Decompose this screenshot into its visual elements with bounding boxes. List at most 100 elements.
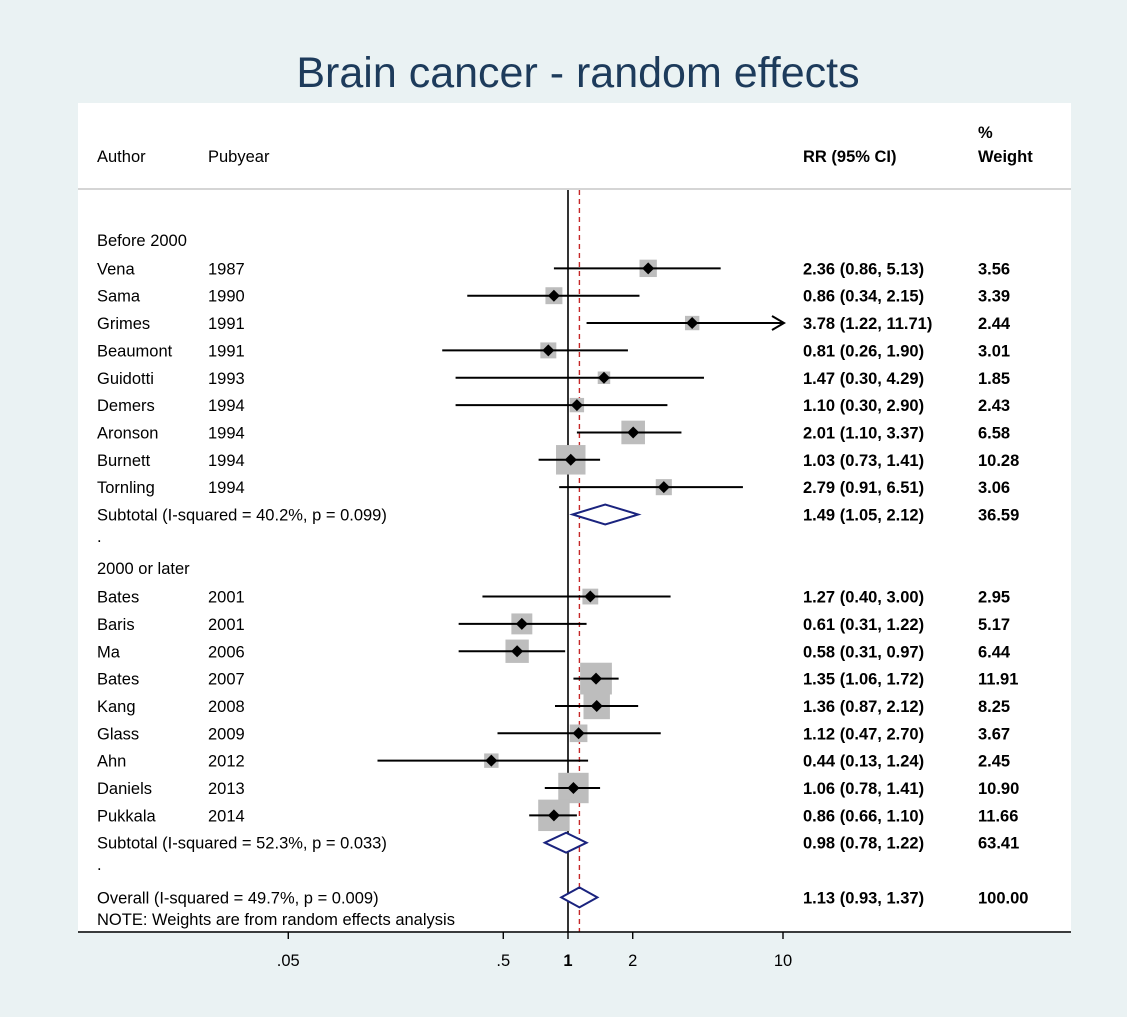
study-rr: 0.61 (0.31, 1.22) xyxy=(803,616,924,634)
study-rr: 0.44 (0.13, 1.24) xyxy=(803,753,924,771)
subtotal-label: Subtotal (I-squared = 40.2%, p = 0.099) xyxy=(97,507,387,525)
point-estimate xyxy=(511,645,524,658)
point-estimate xyxy=(657,481,670,494)
study-year: 1991 xyxy=(208,315,245,333)
study-weight: 3.06 xyxy=(978,479,1010,497)
study-weight: 2.44 xyxy=(978,315,1011,333)
study-rr: 1.12 (0.47, 2.70) xyxy=(803,725,924,743)
subtotal-weight: 36.59 xyxy=(978,507,1019,525)
study-year: 1993 xyxy=(208,370,245,388)
separator: . xyxy=(97,856,102,874)
x-tick-label: 10 xyxy=(774,952,792,970)
study-year: 2009 xyxy=(208,725,245,743)
study-author: Bates xyxy=(97,671,139,689)
header-weight: Weight xyxy=(978,148,1033,166)
study-rr: 0.86 (0.34, 2.15) xyxy=(803,288,924,306)
study-weight: 11.66 xyxy=(978,807,1018,825)
study-year: 2006 xyxy=(208,643,245,661)
study-rr: 1.03 (0.73, 1.41) xyxy=(803,452,924,470)
study-year: 2013 xyxy=(208,780,245,798)
study-author: Tornling xyxy=(97,479,155,497)
study-year: 1994 xyxy=(208,424,245,442)
study-rr: 1.06 (0.78, 1.41) xyxy=(803,780,924,798)
x-tick-label: .5 xyxy=(496,952,510,970)
study-year: 1994 xyxy=(208,397,245,415)
study-weight: 11.91 xyxy=(978,671,1018,689)
study-rr: 1.47 (0.30, 4.29) xyxy=(803,370,924,388)
header-author: Author xyxy=(97,148,146,166)
group-label: Before 2000 xyxy=(97,232,187,250)
point-estimate xyxy=(584,590,597,603)
point-estimate xyxy=(627,426,640,439)
subtotal-label: Subtotal (I-squared = 52.3%, p = 0.033) xyxy=(97,835,387,853)
study-weight: 1.85 xyxy=(978,370,1010,388)
study-author: Glass xyxy=(97,725,139,743)
study-weight: 2.43 xyxy=(978,397,1010,415)
study-author: Daniels xyxy=(97,780,152,798)
study-author: Kang xyxy=(97,698,136,716)
point-estimate xyxy=(542,344,555,357)
study-author: Ahn xyxy=(97,753,126,771)
overall-diamond xyxy=(559,886,600,909)
study-weight: 6.58 xyxy=(978,424,1010,442)
point-estimate xyxy=(572,727,585,740)
study-author: Sama xyxy=(97,288,141,306)
study-rr: 2.36 (0.86, 5.13) xyxy=(803,260,924,278)
study-year: 2001 xyxy=(208,616,245,634)
study-year: 1987 xyxy=(208,260,245,278)
study-year: 2001 xyxy=(208,589,245,607)
header-pubyear: Pubyear xyxy=(208,148,270,166)
separator: . xyxy=(97,528,102,546)
study-weight: 3.39 xyxy=(978,288,1010,306)
study-author: Guidotti xyxy=(97,370,154,388)
x-tick-label: 2 xyxy=(628,952,637,970)
study-rr: 3.78 (1.22, 11.71) xyxy=(803,315,932,333)
study-year: 1994 xyxy=(208,479,245,497)
point-estimate xyxy=(642,262,655,275)
overall-rr: 1.13 (0.93, 1.37) xyxy=(803,889,924,907)
study-rr: 2.01 (1.10, 3.37) xyxy=(803,424,924,442)
point-estimate xyxy=(590,699,603,712)
study-weight: 10.90 xyxy=(978,780,1019,798)
study-year: 2008 xyxy=(208,698,245,716)
study-weight: 3.67 xyxy=(978,725,1010,743)
study-rr: 2.79 (0.91, 6.51) xyxy=(803,479,924,497)
subtotal-diamond xyxy=(542,831,589,854)
study-year: 2014 xyxy=(208,807,245,825)
study-rr: 1.27 (0.40, 3.00) xyxy=(803,589,924,607)
header-rr: RR (95% CI) xyxy=(803,148,897,166)
study-weight: 6.44 xyxy=(978,643,1011,661)
study-weight: 3.56 xyxy=(978,260,1010,278)
study-weight: 8.25 xyxy=(978,698,1010,716)
header-weight-symbol: % xyxy=(978,124,993,142)
study-rr: 0.58 (0.31, 0.97) xyxy=(803,643,924,661)
note: NOTE: Weights are from random effects an… xyxy=(97,911,455,929)
subtotal-rr: 1.49 (1.05, 2.12) xyxy=(803,507,924,525)
point-estimate xyxy=(564,453,577,466)
subtotal-diamond xyxy=(569,503,642,526)
x-tick-label: 1 xyxy=(563,952,572,970)
study-rr: 1.10 (0.30, 2.90) xyxy=(803,397,924,415)
study-author: Pukkala xyxy=(97,807,157,825)
study-author: Demers xyxy=(97,397,155,415)
point-estimate xyxy=(570,399,583,412)
chart-marks: Before 2000 Vena 1987 2.36 (0.86, 5.13) 3.56… xyxy=(78,190,1071,970)
study-year: 1990 xyxy=(208,288,245,306)
study-rr: 0.86 (0.66, 1.10) xyxy=(803,807,924,825)
overall-weight: 100.00 xyxy=(978,889,1028,907)
study-author: Aronson xyxy=(97,424,158,442)
point-estimate xyxy=(590,672,603,685)
header-band xyxy=(78,103,1071,189)
subtotal-weight: 63.41 xyxy=(978,835,1019,853)
study-author: Burnett xyxy=(97,452,151,470)
study-author: Baris xyxy=(97,616,135,634)
study-weight: 3.01 xyxy=(978,342,1010,360)
group-label: 2000 or later xyxy=(97,560,190,578)
point-estimate xyxy=(485,754,498,767)
point-estimate xyxy=(686,317,699,330)
study-weight: 5.17 xyxy=(978,616,1010,634)
study-rr: 0.81 (0.26, 1.90) xyxy=(803,342,924,360)
study-author: Bates xyxy=(97,589,139,607)
overall-label: Overall (I-squared = 49.7%, p = 0.009) xyxy=(97,889,379,907)
